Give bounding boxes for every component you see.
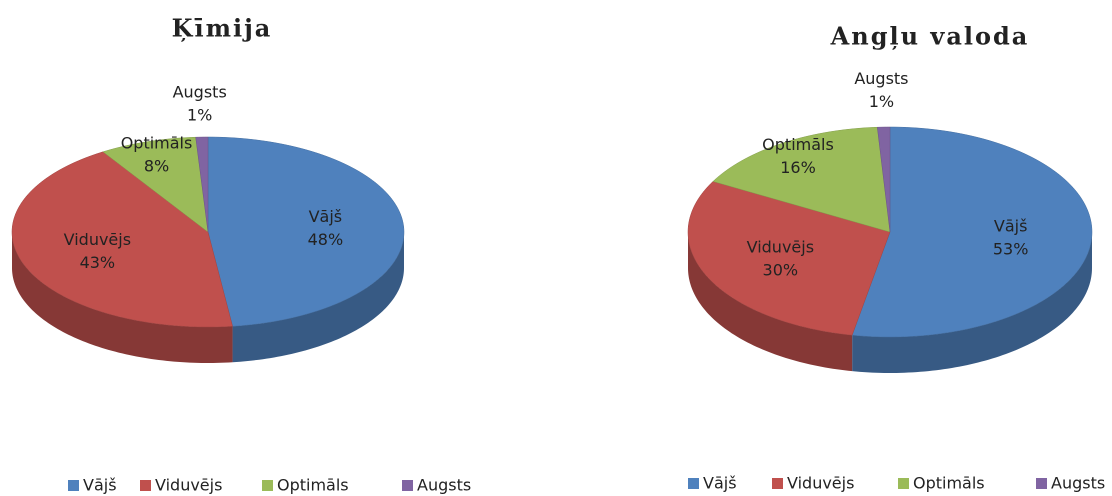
legend-swatch [772, 478, 783, 489]
legend-label: Optimāls [277, 476, 349, 495]
pie-slice-side [12, 232, 233, 363]
data-label: 16% [780, 158, 816, 177]
pie-slice [712, 126, 891, 233]
data-label-name: Viduvējs [64, 230, 131, 249]
chart-title: Angļu valoda [830, 22, 1030, 51]
legend-label: Augsts [417, 476, 471, 495]
pie-slice [11, 151, 233, 328]
data-label-name: Vājš [994, 216, 1028, 235]
pie-slice-side [688, 232, 853, 372]
legend-swatch [262, 480, 273, 491]
pie-slice [195, 136, 209, 233]
data-label: 43% [80, 253, 116, 272]
legend-label: Augsts [1051, 474, 1105, 493]
legend-label: Optimāls [913, 474, 985, 493]
legend-label: Vājš [83, 476, 117, 495]
data-label-name: Vājš [309, 207, 343, 226]
data-label-name: Augsts [173, 82, 227, 101]
data-label-name: Optimāls [121, 134, 193, 153]
data-label: 8% [144, 157, 169, 176]
pie-slice-side [852, 232, 1092, 373]
pie-slice [102, 136, 209, 233]
legend-label: Viduvējs [787, 474, 854, 493]
legend-swatch [898, 478, 909, 489]
data-label: 53% [993, 239, 1029, 258]
legend-swatch [68, 480, 79, 491]
legend-swatch [140, 480, 151, 491]
pie-slice [687, 181, 891, 336]
pie-slice-side [232, 232, 404, 363]
chart-title: Ķīmija [172, 14, 273, 43]
pie-slice [877, 126, 891, 233]
legend-swatch [402, 480, 413, 491]
pie-slice [207, 136, 405, 327]
legend-swatch [1036, 478, 1047, 489]
data-label: 30% [763, 260, 799, 279]
data-label: 1% [869, 92, 894, 111]
data-label-name: Viduvējs [747, 237, 814, 256]
data-label-name: Optimāls [762, 135, 834, 154]
data-label: 48% [308, 230, 344, 249]
data-label-name: Augsts [854, 69, 908, 88]
data-label: 1% [187, 105, 212, 124]
legend-swatch [688, 478, 699, 489]
legend-label: Viduvējs [155, 476, 222, 495]
legend-label: Vājš [703, 474, 737, 493]
pie-slice [851, 126, 1093, 338]
